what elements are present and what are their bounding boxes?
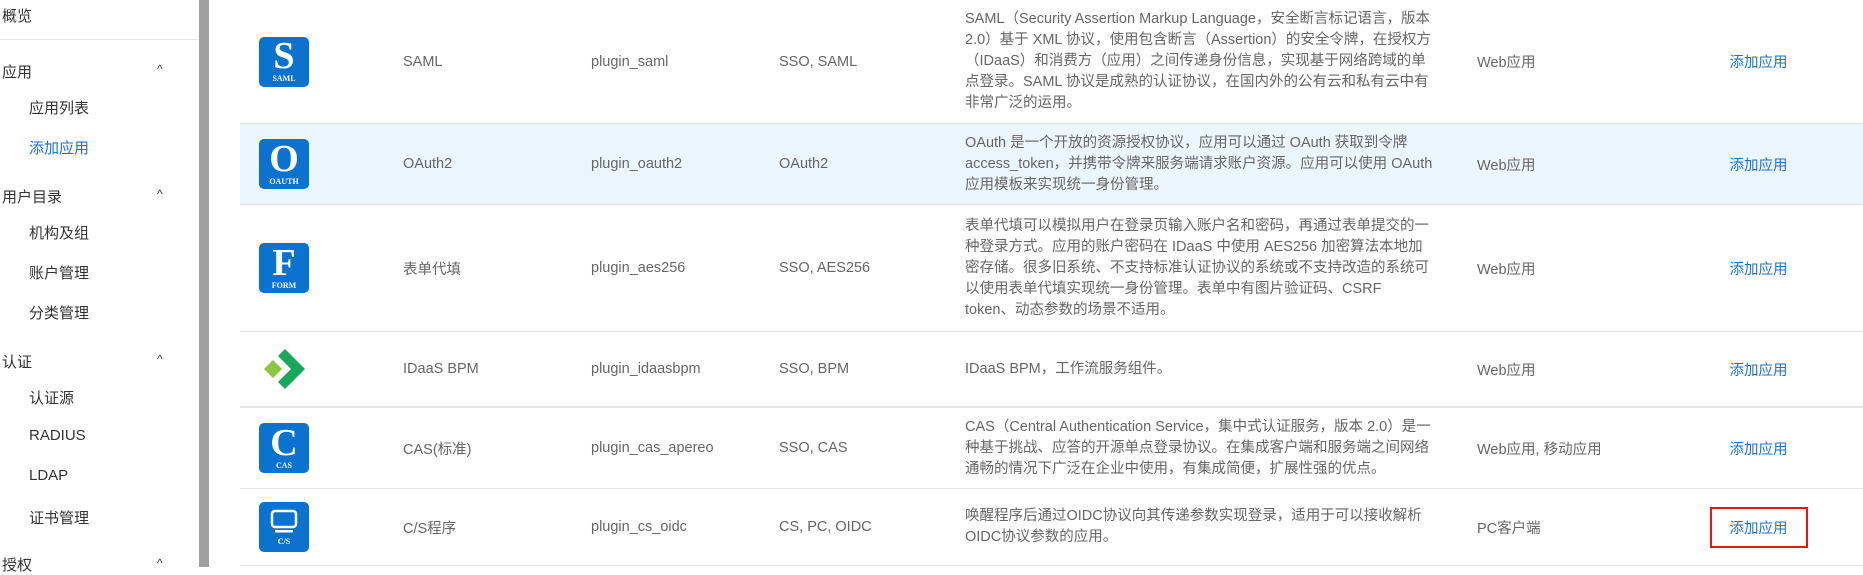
- description: 唤醒程序后通过OIDC协议向其传递参数实现登录，适用于可以接收解析OIDC协议参…: [965, 508, 1422, 545]
- cs-program-icon: C/S: [259, 502, 309, 552]
- add-app-button[interactable]: 添加应用: [1729, 441, 1788, 458]
- sidebar-item-overview[interactable]: 概览: [2, 8, 33, 25]
- protocol: OAuth2: [779, 156, 829, 172]
- sidebar-item-certificates[interactable]: 证书管理: [29, 510, 90, 527]
- app-name: 表单代填: [403, 261, 461, 278]
- sidebar: 概览 应用 ^ 应用列表 添加应用 用户目录 ^ 机构及组 账户管理 分类管理 …: [0, 0, 199, 574]
- sidebar-item-add-app[interactable]: 添加应用: [29, 140, 90, 157]
- table-row: S SAML SAML plugin_saml SSO, SAML SAML（Se…: [240, 0, 1863, 124]
- sidebar-item-ldap[interactable]: LDAP: [29, 467, 69, 484]
- sidebar-item-radius[interactable]: RADIUS: [29, 427, 86, 444]
- sidebar-item-auth-source[interactable]: 认证源: [29, 390, 75, 407]
- idaas-bpm-logo-icon: [264, 349, 305, 389]
- table-row: IDaaS BPM plugin_idaasbpm SSO, BPM IDaaS…: [240, 332, 1863, 408]
- oauth-icon: O OAUTH: [259, 139, 309, 189]
- sidebar-group-auth[interactable]: 认证: [2, 354, 33, 371]
- add-app-button[interactable]: 添加应用: [1709, 506, 1808, 548]
- sidebar-item-accounts[interactable]: 账户管理: [29, 265, 90, 282]
- sidebar-group-user-directory[interactable]: 用户目录: [2, 189, 63, 206]
- protocol: SSO, CAS: [779, 440, 848, 456]
- plugin-id: plugin_idaasbpm: [591, 361, 701, 377]
- table-row: F FORM 表单代填 plugin_aes256 SSO, AES256 表单代…: [240, 205, 1863, 332]
- description: CAS（Central Authentication Service，集中式认证…: [965, 418, 1431, 477]
- protocol: SSO, SAML: [779, 53, 858, 70]
- protocol: CS, PC, OIDC: [779, 519, 872, 535]
- sidebar-group-apps[interactable]: 应用: [2, 64, 33, 81]
- protocol: SSO, BPM: [779, 361, 850, 377]
- table-row: O OAUTH OAuth2 plugin_oauth2 OAuth2 OAuth…: [240, 124, 1863, 205]
- description: OAuth 是一个开放的资源授权协议，应用可以通过 OAuth 获取到令牌 ac…: [965, 134, 1433, 193]
- app-type: Web应用: [1477, 362, 1536, 379]
- description: 表单代填可以模拟用户在登录页输入账户名和密码，再通过表单提交的一种登录方式。应用…: [965, 217, 1429, 318]
- monitor-icon: [270, 509, 298, 532]
- chevron-up-icon[interactable]: ^: [157, 187, 163, 201]
- add-app-button[interactable]: 添加应用: [1729, 362, 1788, 379]
- plugin-id: plugin_cs_oidc: [591, 519, 687, 535]
- plugin-id: plugin_saml: [591, 53, 669, 70]
- sidebar-item-categories[interactable]: 分类管理: [29, 305, 90, 322]
- add-app-button[interactable]: 添加应用: [1729, 157, 1788, 174]
- app-type: Web应用: [1477, 55, 1536, 71]
- app-type: PC客户端: [1477, 520, 1541, 537]
- plugin-id: plugin_aes256: [591, 260, 686, 276]
- sidebar-item-app-list[interactable]: 应用列表: [29, 100, 90, 117]
- saml-icon: S SAML: [259, 36, 309, 87]
- app-name: C/S程序: [403, 520, 457, 537]
- app-name: SAML: [403, 53, 443, 70]
- chevron-up-icon[interactable]: ^: [157, 556, 163, 570]
- plugin-id: plugin_cas_apereo: [591, 440, 714, 456]
- chevron-up-icon[interactable]: ^: [157, 352, 163, 366]
- sidebar-item-org-groups[interactable]: 机构及组: [29, 225, 90, 242]
- app-type: Web应用, 移动应用: [1477, 441, 1602, 458]
- add-app-button[interactable]: 添加应用: [1729, 55, 1788, 71]
- app-name: IDaaS BPM: [403, 361, 479, 377]
- cas-icon: C CAS: [259, 423, 309, 473]
- description: IDaaS BPM，工作流服务组件。: [965, 360, 1172, 377]
- divider: [0, 39, 199, 40]
- form-icon: F FORM: [259, 243, 309, 293]
- sidebar-group-authorization[interactable]: 授权: [2, 557, 33, 574]
- description: SAML（Security Assertion Markup Language，…: [965, 11, 1431, 111]
- protocol: SSO, AES256: [779, 260, 871, 276]
- chevron-up-icon[interactable]: ^: [157, 62, 163, 76]
- table-row: C CAS CAS(标准) plugin_cas_apereo SSO, CAS …: [240, 408, 1863, 489]
- sidebar-scrollbar[interactable]: [199, 0, 209, 567]
- table-row: C/S C/S程序 plugin_cs_oidc CS, PC, OIDC 唤醒…: [240, 489, 1863, 566]
- app-type: Web应用: [1477, 157, 1536, 174]
- app-name: CAS(标准): [403, 441, 472, 458]
- app-name: OAuth2: [403, 156, 453, 172]
- app-type: Web应用: [1477, 261, 1536, 278]
- add-app-button[interactable]: 添加应用: [1729, 261, 1788, 278]
- plugin-id: plugin_oauth2: [591, 156, 683, 172]
